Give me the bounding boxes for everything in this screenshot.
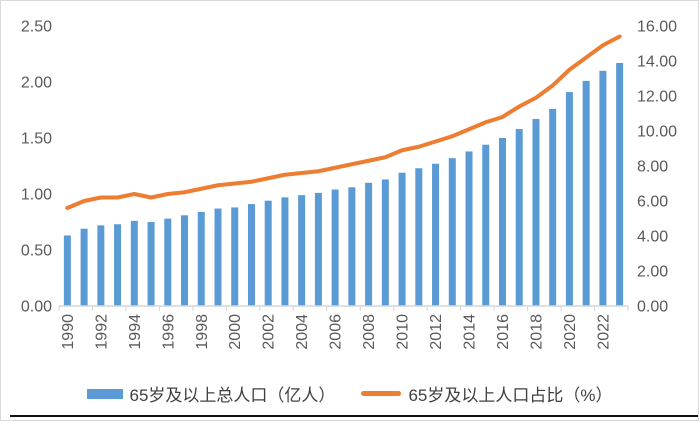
x-tick-label-2018: 2018 <box>528 314 545 350</box>
bar-2012 <box>432 163 440 306</box>
legend-item-population: 65岁及以上总人口（亿人） <box>86 381 336 406</box>
bar-2020 <box>565 92 573 306</box>
bar-1995 <box>147 222 155 306</box>
x-tick-label-2006: 2006 <box>328 314 345 350</box>
legend-item-share: 65岁及以上人口占比（%） <box>361 381 612 406</box>
bar-2001 <box>247 204 255 306</box>
bar-2009 <box>381 179 389 306</box>
x-tick-label-2004: 2004 <box>294 314 311 350</box>
bar-1993 <box>114 224 122 306</box>
bar-2007 <box>348 187 356 306</box>
x-tick-label-1996: 1996 <box>160 314 177 350</box>
bar-2010 <box>398 172 406 306</box>
bar-1997 <box>181 215 189 306</box>
y-left-tick-label: 2.50 <box>21 19 52 36</box>
y-axis-left-labels: 0.00 0.50 1.00 1.50 2.00 2.50 <box>21 19 52 316</box>
bar-2018 <box>532 118 540 307</box>
bar-2015 <box>482 144 490 306</box>
x-axis <box>58 305 629 311</box>
legend-label-share: 65岁及以上人口占比（%） <box>408 386 613 405</box>
bar-2016 <box>498 138 506 306</box>
bar-2004 <box>298 195 306 306</box>
y-left-tick-label: 0.50 <box>21 243 52 260</box>
bar-2011 <box>415 168 423 306</box>
x-tick-label-2012: 2012 <box>428 314 445 350</box>
y-right-tick-label: 16.00 <box>637 19 677 36</box>
x-tick-label-1998: 1998 <box>194 314 211 350</box>
bar-1992 <box>97 225 105 306</box>
bar-2005 <box>314 192 322 306</box>
y-left-tick-label: 1.50 <box>21 131 52 148</box>
y-right-tick-label: 6.00 <box>637 194 668 211</box>
y-right-tick-label: 8.00 <box>637 159 668 176</box>
bar-2022 <box>599 70 607 306</box>
legend-bar-swatch-icon <box>86 388 123 399</box>
x-axis-labels: 1990 1992 1994 1996 1998 2000 2002 2004 2006 2008… <box>60 314 613 350</box>
y-right-tick-label: 4.00 <box>637 229 668 246</box>
x-tick-label-2016: 2016 <box>495 314 512 350</box>
bar-1990 <box>63 235 71 306</box>
x-tick-label-2008: 2008 <box>361 314 378 350</box>
y-axis-right-labels: 0.00 2.00 4.00 6.00 8.00 10.00 12.00 14.00 16.00 <box>637 19 677 316</box>
x-tick-label-1992: 1992 <box>93 314 110 350</box>
y-right-tick-label: 0.00 <box>637 299 668 316</box>
bar-2008 <box>365 182 373 306</box>
x-tick-label-2002: 2002 <box>261 314 278 350</box>
share-line-series <box>65 34 622 210</box>
bar-1996 <box>164 218 172 306</box>
legend-line-swatch-icon <box>361 391 402 396</box>
legend-label-population: 65岁及以上总人口（亿人） <box>129 386 336 405</box>
bar-2002 <box>264 200 272 306</box>
bar-1991 <box>80 228 88 306</box>
x-tick-label-2014: 2014 <box>462 314 479 350</box>
bar-1994 <box>130 220 138 306</box>
bar-2003 <box>281 197 289 306</box>
bar-2006 <box>331 189 339 306</box>
bar-1998 <box>197 211 205 306</box>
y-left-tick-label: 0.00 <box>21 299 52 316</box>
y-left-tick-label: 1.00 <box>21 187 52 204</box>
y-right-tick-label: 14.00 <box>637 54 677 71</box>
x-tick-label-1990: 1990 <box>60 314 77 350</box>
x-tick-label-2020: 2020 <box>562 314 579 350</box>
bars-series <box>63 62 624 307</box>
bar-2023 <box>616 62 624 307</box>
y-right-tick-label: 2.00 <box>637 264 668 281</box>
document-bottom-rule <box>10 414 698 417</box>
bar-2013 <box>448 158 456 306</box>
y-left-tick-label: 2.00 <box>21 75 52 92</box>
x-tick-label-1994: 1994 <box>127 314 144 350</box>
bar-2017 <box>515 129 523 306</box>
x-tick-label-2010: 2010 <box>395 314 412 350</box>
y-right-tick-label: 12.00 <box>637 89 677 106</box>
bar-1999 <box>214 208 222 306</box>
chart-legend: 65岁及以上总人口（亿人） 65岁及以上人口占比（%） <box>1 381 698 406</box>
y-right-tick-label: 10.00 <box>637 124 677 141</box>
bar-2021 <box>582 80 590 306</box>
x-tick-label-2022: 2022 <box>595 314 612 350</box>
bar-2014 <box>465 151 473 306</box>
bar-2000 <box>231 207 239 306</box>
x-tick-label-2000: 2000 <box>227 314 244 350</box>
bar-2019 <box>549 108 557 306</box>
